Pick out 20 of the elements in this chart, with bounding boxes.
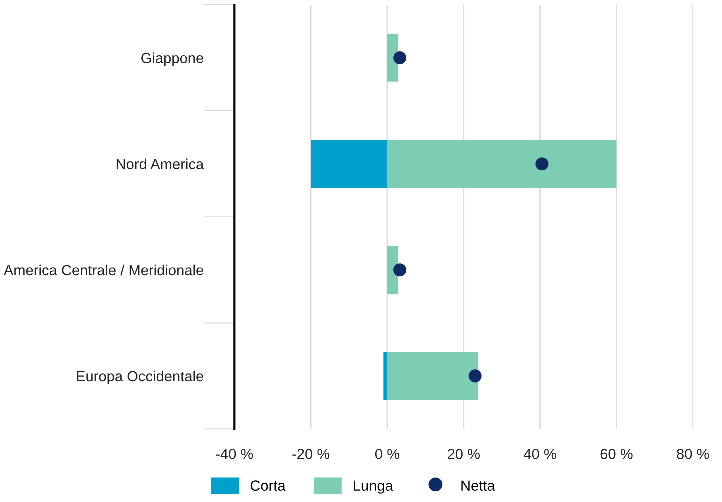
legend-label: Lunga xyxy=(354,480,394,494)
bar xyxy=(387,352,478,400)
x-tick-label: -20 % xyxy=(292,449,330,460)
x-tick-label: 60 % xyxy=(600,449,633,460)
bar xyxy=(387,246,398,294)
bar xyxy=(311,140,388,188)
bar xyxy=(387,140,617,188)
x-tick-label: 0 % xyxy=(375,449,400,460)
legend-label: Corta xyxy=(250,480,286,492)
x-tick-label: 80 % xyxy=(677,449,710,460)
x-tick-label: -40 % xyxy=(216,449,254,460)
x-tick-label: 40 % xyxy=(524,449,556,460)
x-tick-label: 20 % xyxy=(448,449,480,460)
y-tick-label: Nord America xyxy=(116,158,204,170)
bar xyxy=(384,352,388,400)
y-tick-label: Europa Occidentale xyxy=(77,370,204,384)
bar xyxy=(387,34,398,82)
legend-label: Netta xyxy=(462,480,496,492)
y-tick-label: America Centrale / Meridionale xyxy=(4,264,204,276)
y-tick-label: Giappone xyxy=(142,52,204,66)
